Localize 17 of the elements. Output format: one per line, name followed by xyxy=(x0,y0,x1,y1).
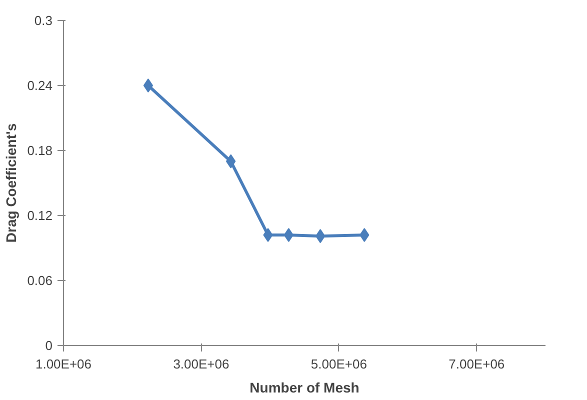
point xyxy=(360,228,370,242)
point xyxy=(226,154,236,168)
x-tick-label: 7.00E+06 xyxy=(448,356,505,372)
y-axis-title: Drag Coefficient's xyxy=(3,123,20,243)
y-tick-label: 0.3 xyxy=(34,13,53,28)
point xyxy=(143,78,154,92)
y-tick-label: 0.24 xyxy=(27,78,53,93)
x-tick-label: 1.00E+06 xyxy=(35,356,92,372)
y-tick-label: 0.06 xyxy=(27,273,53,288)
y-tick-label: 0 xyxy=(45,338,53,353)
y-tick-label: 0.18 xyxy=(27,143,53,158)
point xyxy=(263,228,273,242)
x-axis-title: Number of Mesh xyxy=(250,380,360,396)
point xyxy=(284,228,294,242)
x-tick-label: 3.00E+06 xyxy=(173,356,230,372)
x-tick-label: 5.00E+06 xyxy=(310,356,367,372)
y-tick-label: 0.12 xyxy=(27,208,53,223)
